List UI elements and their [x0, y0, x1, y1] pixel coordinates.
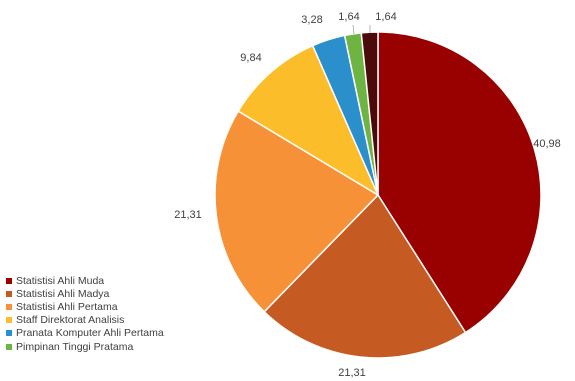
- legend-swatch: [6, 330, 12, 337]
- legend-item-pimpinan-tinggi-pratama: Pimpinan Tinggi Pratama: [6, 340, 164, 353]
- data-labels: 40,98 21,31 21,31 9,84 3,28 1,64 1,64: [174, 11, 561, 379]
- legend-swatch: [6, 317, 12, 324]
- leader-line-pimpinan-tinggi-pratama: [352, 24, 355, 35]
- legend-item-staff-direktorat-analisis: Staff Direktorat Analisis: [6, 314, 164, 327]
- leader-lines: [352, 24, 371, 35]
- legend-label: Statistisi Ahli Pertama: [16, 300, 118, 313]
- data-label-other: 1,64: [375, 11, 396, 23]
- legend-swatch: [6, 290, 12, 297]
- data-label-statistisi-ahli-muda: 40,98: [533, 138, 561, 150]
- legend-label: Statistisi Ahli Muda: [16, 274, 105, 287]
- legend-swatch: [6, 277, 12, 284]
- legend-label: Staff Direktorat Analisis: [16, 314, 125, 327]
- legend-item-statistisi-ahli-muda: Statistisi Ahli Muda: [6, 274, 164, 287]
- legend: Statistisi Ahli Muda Statistisi Ahli Mady…: [6, 274, 164, 353]
- pie-slice-statistisi-ahli-muda: [377, 31, 542, 334]
- legend-label: Pimpinan Tinggi Pratama: [16, 340, 134, 353]
- data-label-pranata-komputer-ahli-pertama: 3,28: [301, 14, 322, 26]
- pie-slice-statistisi-ahli-madya: [263, 194, 467, 359]
- legend-item-statistisi-ahli-madya: Statistisi Ahli Madya: [6, 287, 164, 300]
- pie-slice-staff-direktorat-analisis: [237, 44, 379, 196]
- data-label-pimpinan-tinggi-pratama: 1,64: [338, 11, 359, 23]
- legend-item-pranata-komputer-ahli-pertama: Pranata Komputer Ahli Pertama: [6, 327, 164, 340]
- legend-item-statistisi-ahli-pertama: Statistisi Ahli Pertama: [6, 300, 164, 313]
- legend-label: Pranata Komputer Ahli Pertama: [16, 327, 164, 340]
- pie-slice-statistisi-ahli-pertama: [214, 110, 379, 313]
- data-label-statistisi-ahli-madya: 21,31: [338, 367, 366, 379]
- data-label-statistisi-ahli-pertama: 21,31: [174, 209, 202, 221]
- legend-swatch: [6, 303, 12, 310]
- legend-swatch: [6, 343, 12, 350]
- pie-slices: [214, 31, 542, 359]
- data-label-staff-direktorat-analisis: 9,84: [240, 52, 261, 64]
- legend-label: Statistisi Ahli Madya: [16, 287, 110, 300]
